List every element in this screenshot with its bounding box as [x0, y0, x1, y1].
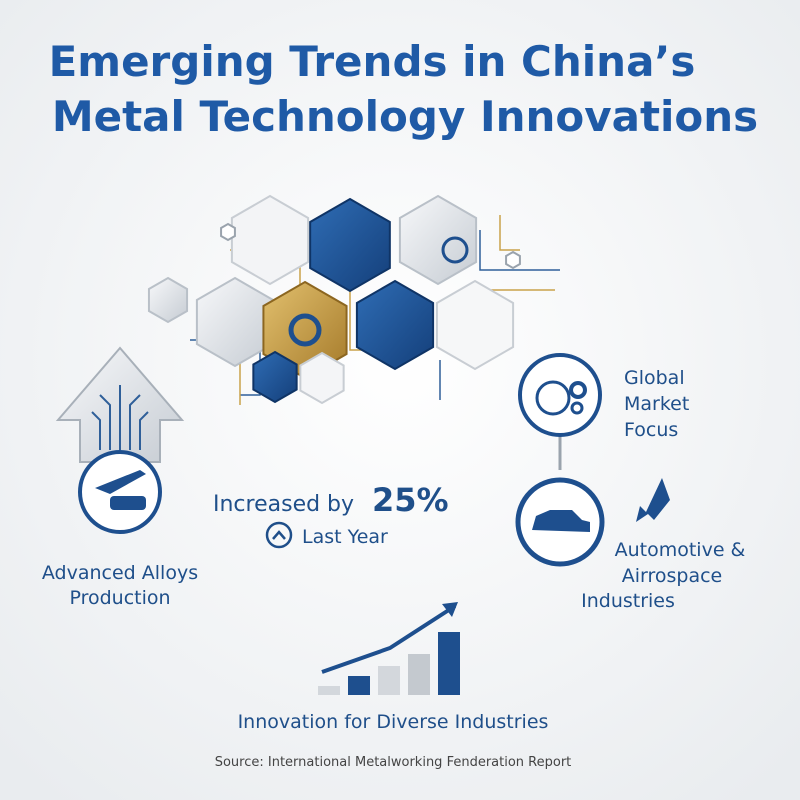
- hexagon: [220, 222, 236, 242]
- increase-prefix: Increased by: [213, 492, 354, 517]
- hexagon: [435, 279, 515, 371]
- source: Source: International Metalworking Fende…: [215, 755, 572, 770]
- icon-circle: [518, 353, 602, 437]
- title-line: Metal Technology Innovations: [52, 92, 758, 141]
- increase-caption: Last Year: [302, 526, 388, 548]
- chevron: [272, 530, 286, 540]
- tagline: Innovation for Diverse Industries: [238, 711, 549, 733]
- hexagon: [355, 279, 435, 371]
- circuit-trace: [479, 230, 560, 271]
- hexagon: [299, 351, 345, 405]
- title-line: Emerging Trends in China’s: [49, 37, 696, 86]
- growth-bar: [408, 654, 430, 695]
- growth-bar: [348, 676, 370, 695]
- growth-bar: [438, 632, 460, 695]
- growth-arrow: [321, 604, 457, 674]
- left-label: Advanced Alloys: [42, 562, 198, 584]
- growth-bar: [378, 666, 400, 695]
- right-top-label: Market: [624, 393, 689, 415]
- gear-icon: [288, 313, 322, 347]
- rocket-icon: [636, 478, 670, 522]
- hexagon: [230, 194, 310, 286]
- hexagon: [505, 250, 521, 270]
- right-bottom-label: Automotive &: [615, 539, 746, 561]
- right-top-label: Focus: [624, 419, 678, 441]
- icon-circle: [78, 450, 162, 534]
- arrow-circuit: [91, 385, 149, 450]
- right-bottom-label: Airrospace: [622, 565, 723, 587]
- plane-icon: [95, 470, 146, 494]
- circuit-trace: [499, 215, 520, 251]
- hexagon: [252, 350, 298, 404]
- chevron-circle: [265, 521, 293, 549]
- car-icon: [532, 510, 590, 532]
- hexagon: [147, 276, 189, 324]
- globe-icon: [535, 380, 571, 416]
- growth-bar: [318, 686, 340, 695]
- gear-icon: [570, 401, 584, 415]
- car-icon: [110, 496, 146, 510]
- increase-value: 25%: [372, 481, 449, 519]
- growth-arrowhead: [442, 602, 458, 617]
- gear-icon: [569, 381, 587, 399]
- left-label: Production: [69, 587, 170, 609]
- right-top-label: Global: [624, 367, 685, 389]
- lock-icon: [441, 236, 469, 264]
- right-bottom-label: Industries: [581, 590, 675, 612]
- hexagon: [309, 197, 391, 293]
- hex-cluster: [147, 194, 560, 405]
